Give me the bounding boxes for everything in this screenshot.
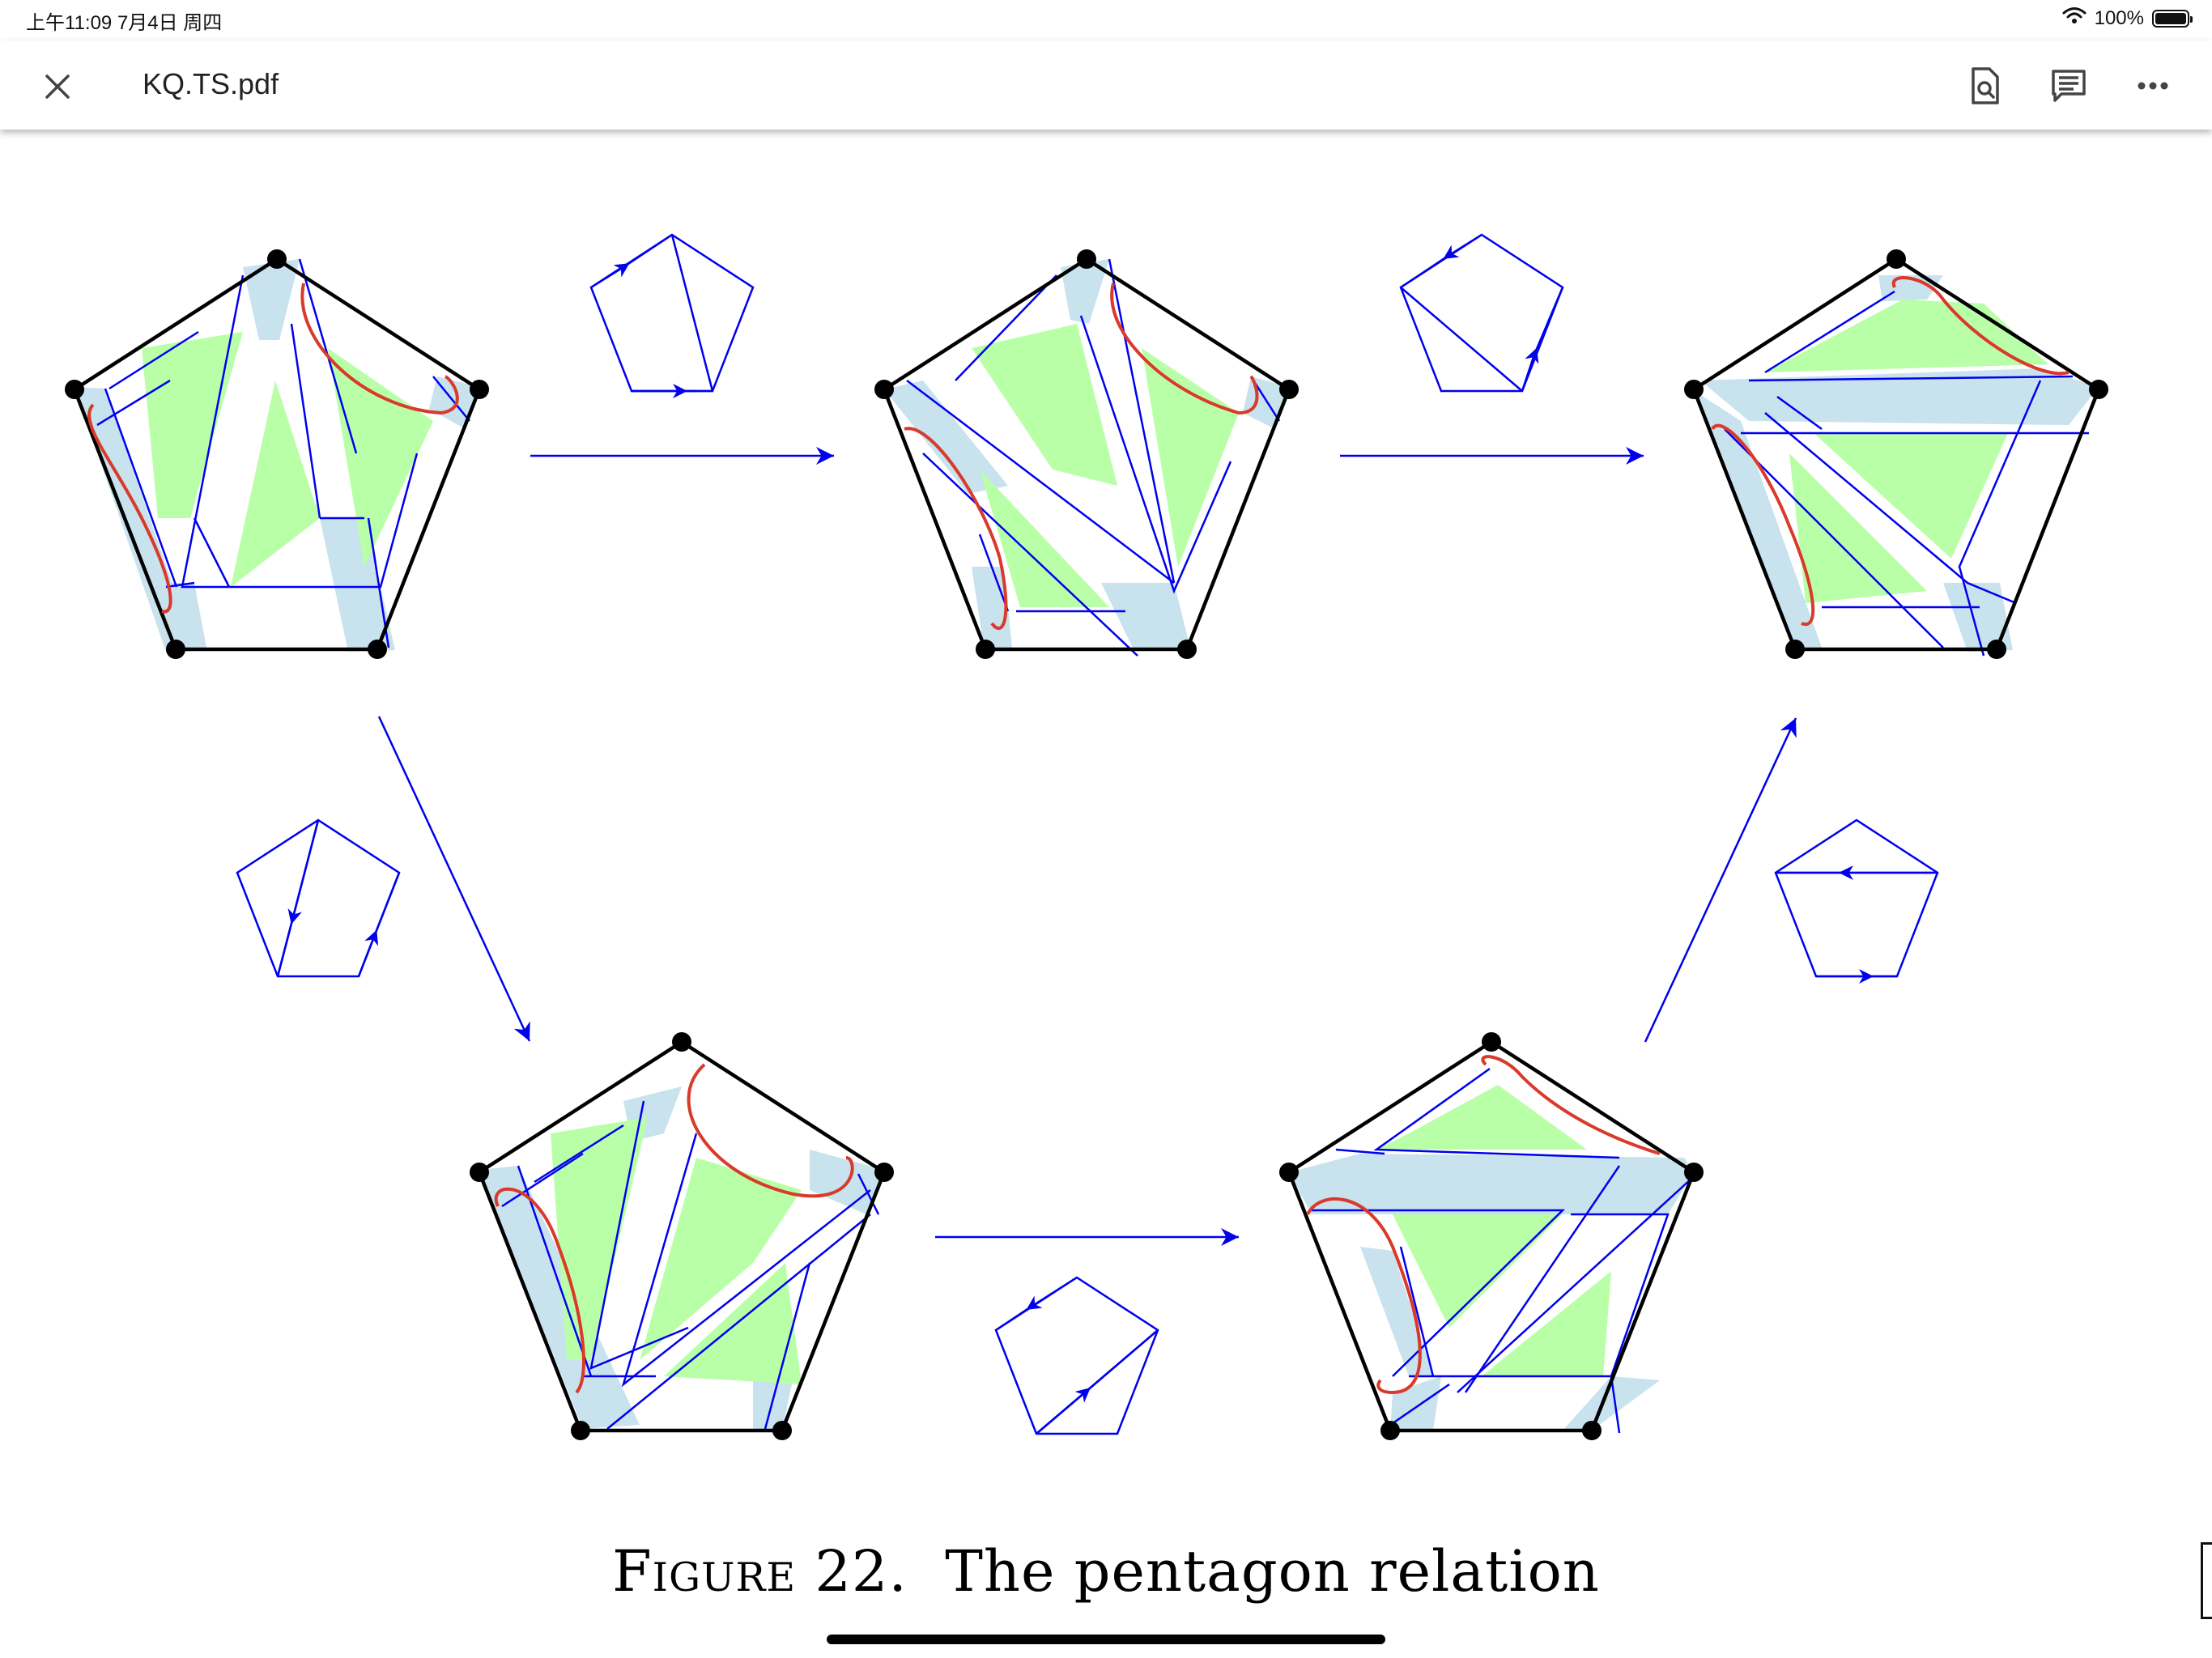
close-button[interactable] bbox=[34, 63, 81, 110]
find-in-page-icon bbox=[1972, 67, 1999, 104]
comments-button[interactable] bbox=[2044, 62, 2093, 110]
more-icon bbox=[2138, 82, 2168, 90]
home-indicator[interactable] bbox=[827, 1635, 1385, 1644]
document-title: KQ.TS.pdf bbox=[143, 67, 279, 100]
pentagon-diagram-3 bbox=[1684, 249, 2108, 659]
status-time: 上午11:09 7月4日 周四 bbox=[26, 12, 223, 34]
flip-pentagon-5 bbox=[1774, 818, 1939, 984]
page-edge-marker bbox=[2201, 1542, 2212, 1619]
figure-label: Figure 22. bbox=[612, 1538, 908, 1605]
find-in-page-button[interactable] bbox=[1961, 62, 2010, 110]
comments-icon bbox=[2052, 70, 2086, 102]
figure-caption-text: The pentagon relation bbox=[945, 1538, 1600, 1605]
flip-pentagon-4 bbox=[994, 1276, 1159, 1435]
pentagon-diagram-4 bbox=[470, 1032, 894, 1440]
arrow-1-to-4 bbox=[377, 716, 531, 1042]
battery-icon bbox=[2152, 9, 2193, 28]
pentagon-diagram-2 bbox=[874, 249, 1299, 659]
pentagon-diagram-5 bbox=[1279, 1032, 1704, 1440]
more-options-button[interactable] bbox=[2129, 62, 2177, 110]
battery-percent: 100% bbox=[2094, 6, 2144, 29]
battery-fill bbox=[2155, 12, 2186, 24]
status-right: 100% bbox=[2062, 6, 2193, 30]
pentagon-diagram-1 bbox=[65, 249, 489, 659]
flip-pentagon-2 bbox=[1399, 233, 1564, 393]
flip-pentagon-1 bbox=[589, 233, 755, 398]
status-bar: 上午11:09 7月4日 周四 100% bbox=[0, 0, 2212, 40]
close-icon bbox=[45, 74, 70, 99]
figure-caption: Figure 22. The pentagon relation bbox=[0, 1538, 2212, 1605]
wifi-icon bbox=[2062, 6, 2087, 30]
viewer-toolbar: KQ.TS.pdf bbox=[0, 40, 2212, 130]
arrow-5-to-3 bbox=[1644, 717, 1797, 1043]
flip-pentagon-3 bbox=[236, 818, 401, 978]
